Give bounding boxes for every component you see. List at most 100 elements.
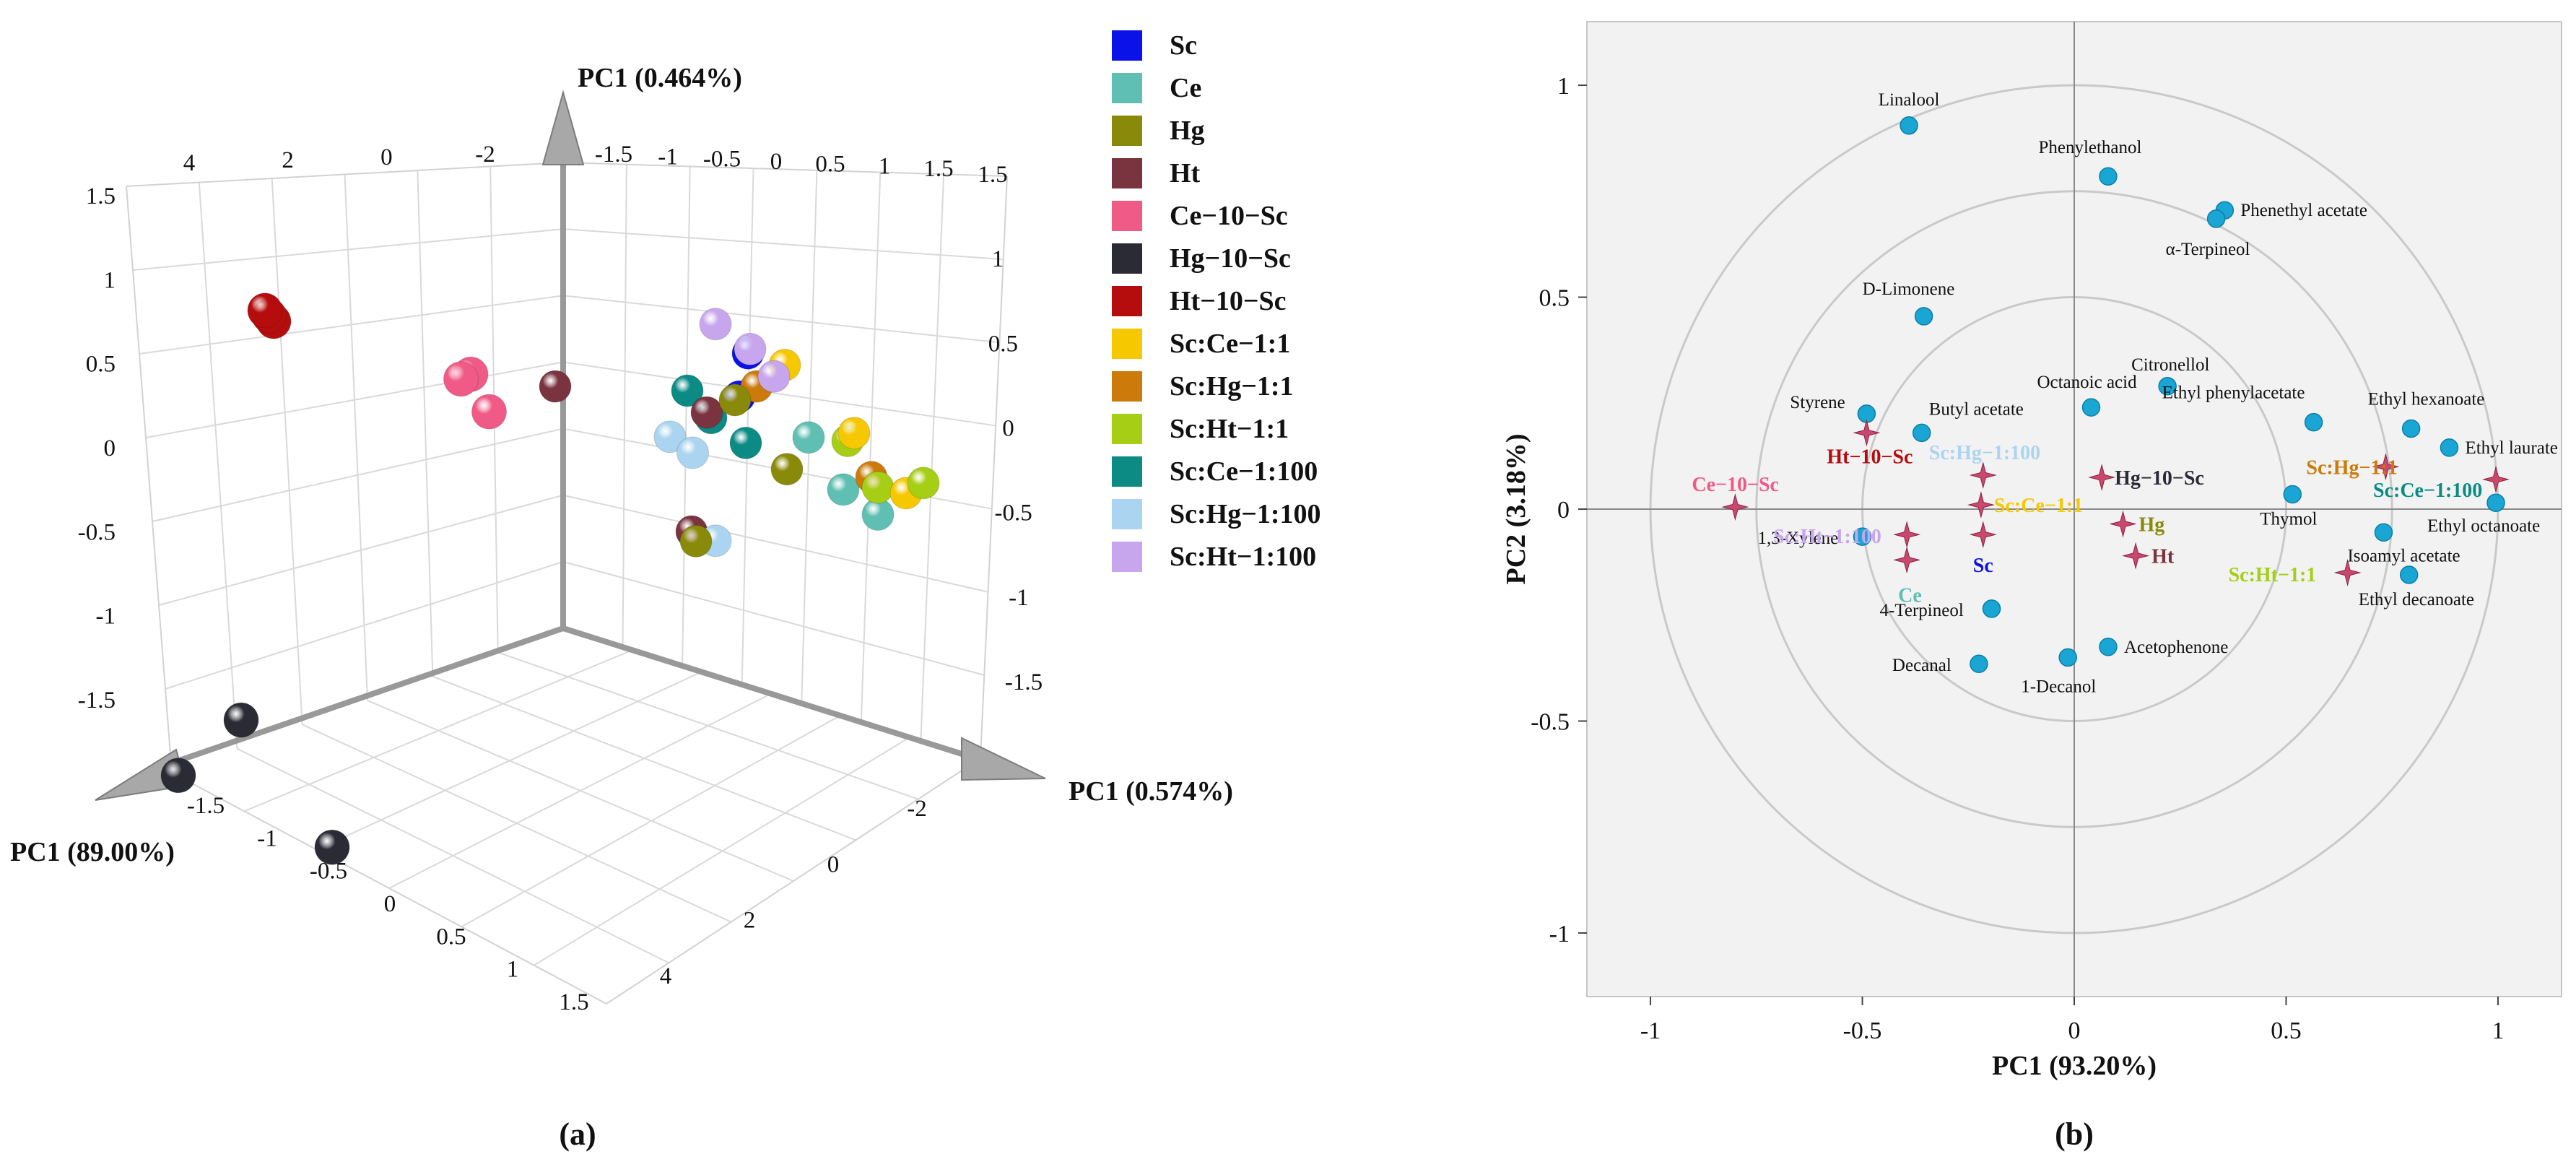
sample-point: Sc:Ht−1:100 [1773,521,1921,548]
y-tick-label: 1 [1557,73,1570,100]
variable-point: D-Limonene [1863,279,1954,326]
sphere-ce [827,473,860,506]
variable-dot [2374,523,2393,542]
left-wall-gridline [152,428,564,522]
variable-point: α-Terpineol [2166,209,2250,259]
variable-label: α-Terpineol [2166,240,2250,259]
legend-swatch [1112,116,1142,146]
legend-entry: Sc [1112,30,1197,61]
floor-gridline [243,649,633,812]
sphere-hg-10-sc [314,829,350,865]
legend-swatch [1112,30,1142,61]
tick-label: -1 [1009,585,1029,611]
sample-point: Hg−10−Sc [2088,464,2204,491]
legend-label: Ce−10−Sc [1170,201,1288,231]
right-wall-gridline [562,560,985,676]
variable-point: 1-Decanol [2021,648,2096,696]
variable-dot [2058,648,2077,667]
variable-label: Ethyl octanoate [2427,516,2540,536]
right-wall-gridline [562,361,996,427]
variable-label: Linalool [1879,90,1940,110]
x-tick-label: 1 [2492,1018,2504,1044]
sphere-hg [679,524,713,558]
legend-swatch [1112,201,1142,231]
right-wall-gridline [562,494,988,593]
sphere-hg-10-sc [160,758,196,794]
sample-point: Ht [2122,542,2175,570]
sample-star [2109,510,2137,538]
sample-label: Sc:Ht−1:100 [1773,526,1881,548]
variable-label: Ethyl phenylacetate [2162,383,2305,403]
tick-label: -1.5 [78,687,116,713]
legend-entry: Ce [1112,73,1201,103]
vertical-axis-label: PC1 (0.464%) [578,63,742,93]
tick-label: -1 [257,825,277,851]
left-wall-gridline [344,174,368,701]
tick-label: 1 [992,246,1004,272]
sample-label: Sc:Ce−1:1 [1994,495,2083,517]
tick-label: 1 [104,267,116,293]
sphere-sc-ht-1-100 [734,332,767,365]
panel-a-label: (a) [559,1116,596,1152]
sample-star [1893,546,1921,574]
tick-label: 1.5 [559,989,588,1015]
left-wall-gridline [145,361,564,438]
variable-dot [2304,412,2323,432]
variable-point: Styrene [1790,393,1876,423]
x-tick-label: -0.5 [1843,1018,1882,1044]
sample-star [1967,491,1995,519]
variable-label: Styrene [1790,393,1845,412]
tick-label: 4 [183,150,196,176]
tick-label: 2 [282,147,294,173]
right-wall-gridline [682,166,691,666]
sample-label: Sc:Ce−1:100 [2373,480,2482,502]
variable-label: Phenethyl acetate [2240,201,2367,220]
variable-dot [2399,565,2419,584]
panel-a-grid [126,162,1008,1005]
panel-a-3d-scatter: 4 2 0 -2 -1.5 -1 -0.5 0 0.5 1 1.5 1.5 1 0.5 0 -0.5 -1 -1.… [10,30,1321,1152]
variable-point: 1,3-Xylene [1758,527,1872,548]
panel-b-label: (b) [2055,1116,2094,1152]
legend-swatch [1112,542,1142,572]
floor-gridline [388,693,773,889]
vertical-axis-arrowhead [541,90,585,165]
variable-label: Isoamyl acetate [2347,546,2460,565]
sample-label: Ce [1898,584,1922,607]
x-tick-label: -1 [1640,1018,1661,1044]
tick-label: 0.5 [988,331,1018,357]
legend-swatch [1112,499,1142,529]
left-wall-gridline [132,228,564,271]
sample-point: Ce−10−Sc [1692,474,1779,521]
sample-point: Ht−10−Sc [1827,419,1913,468]
sphere-ht [690,396,723,429]
legend-label: Sc:Hg−1:100 [1170,499,1321,529]
variable-point: Acetophenone [2099,638,2228,657]
sample-points: Ce−10−Sc Ht−10−Sc Sc:Hg−1:100 Hg−10−Sc Sc:Ce… [1692,419,2510,607]
panel-b-x-axis-label: PC1 (93.20%) [1992,1051,2157,1081]
sphere-sc-ce-1-100 [729,426,762,459]
sample-label: Sc:Hg−1:1 [2306,456,2397,479]
variable-label: Octanoic acid [2037,373,2137,392]
legend-entry: Ce−10−Sc [1112,201,1288,231]
legend-label: Hg [1170,116,1205,146]
legend-label: Ht [1170,158,1201,188]
legend-label: Sc:Ce−1:100 [1170,456,1318,487]
sample-star [2372,453,2400,481]
variable-point: Ethyl phenylacetate [2162,383,2323,432]
sphere-ce [792,421,825,454]
tick-label: 0 [380,144,393,170]
variable-dot [2099,638,2118,656]
sphere-ce-10-sc [443,361,479,397]
sphere-sc-ht-1-100 [757,360,791,393]
y-tick-label: 0.5 [1539,285,1570,312]
variable-label: Citronellol [2131,355,2209,375]
legend-entry: Sc:Hg−1:100 [1112,499,1321,529]
variable-label: Ethyl laurate [2465,438,2557,458]
variable-point: Linalool [1879,90,1940,135]
variable-point: 4-Terpineol [1880,599,2001,620]
legend-label: Sc:Hg−1:1 [1170,371,1294,402]
variable-dot [2206,209,2226,228]
legend-swatch [1112,371,1142,402]
legend-entry: Sc:Hg−1:1 [1112,371,1294,402]
variable-label: Ethyl decanoate [2359,590,2474,609]
